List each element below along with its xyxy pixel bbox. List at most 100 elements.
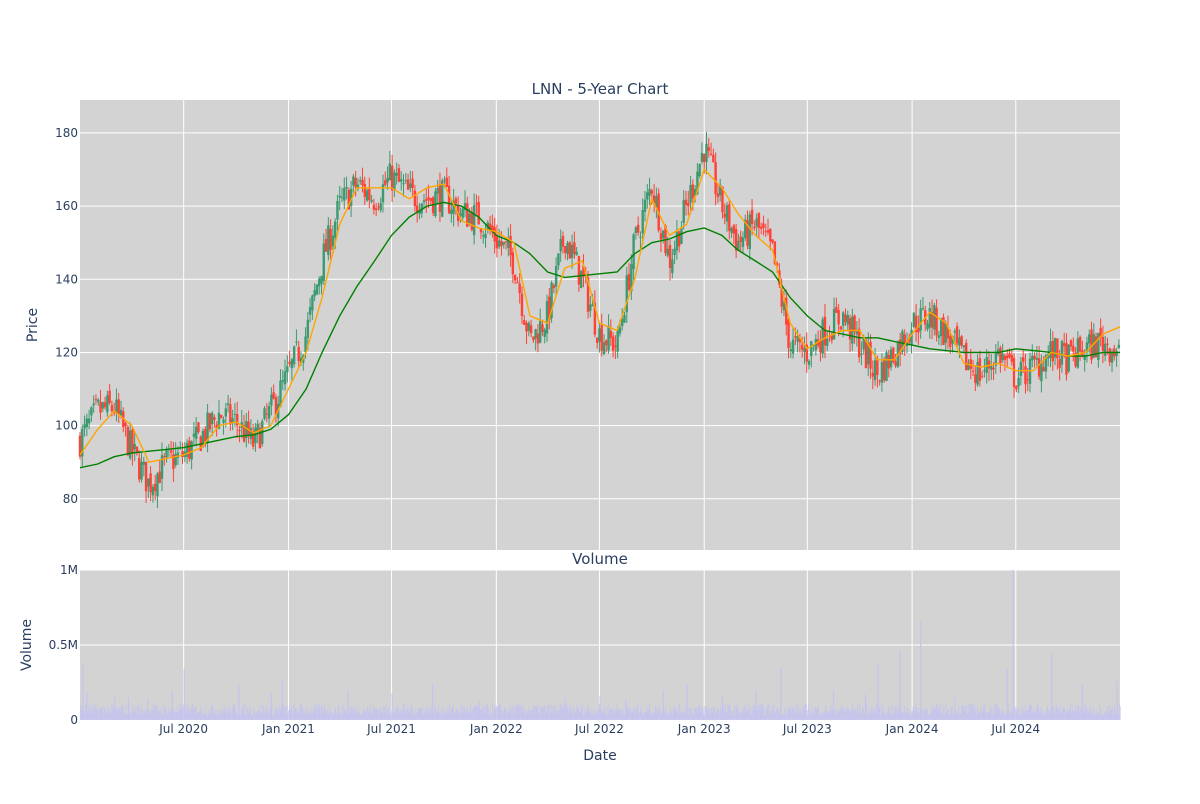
volume-bar-319 bbox=[343, 713, 345, 720]
volume-bar-1139 bbox=[1020, 713, 1022, 720]
volume-bar-917 bbox=[837, 714, 839, 720]
volume-bar-257 bbox=[292, 714, 294, 720]
candle-26 bbox=[138, 450, 141, 483]
volume-bar-474 bbox=[471, 705, 473, 720]
volume-bar-605 bbox=[579, 704, 581, 720]
volume-bar-1071 bbox=[964, 705, 966, 720]
volume-bar-911 bbox=[832, 709, 834, 720]
candle-body-443 bbox=[1088, 334, 1091, 344]
candle-243 bbox=[632, 232, 635, 281]
volume-bar-1221 bbox=[1088, 713, 1090, 720]
candle-body-355 bbox=[887, 355, 890, 369]
volume-bar-333 bbox=[355, 713, 356, 720]
candle-body-66 bbox=[229, 404, 232, 425]
volume-bar-1244 bbox=[1107, 713, 1109, 720]
candle-117 bbox=[345, 176, 348, 200]
volume-bar-727 bbox=[680, 711, 682, 720]
volume-bar-154 bbox=[207, 715, 208, 720]
candle-body-32 bbox=[151, 486, 155, 496]
volume-bar-718 bbox=[672, 706, 674, 720]
volume-bar-300 bbox=[327, 712, 329, 720]
volume-bar-580 bbox=[558, 710, 560, 720]
volume-bar-930 bbox=[848, 708, 849, 720]
volume-bar-168 bbox=[218, 715, 220, 720]
volume-bar-827 bbox=[762, 706, 764, 720]
candle-186 bbox=[502, 241, 505, 249]
candle-body-111 bbox=[331, 235, 335, 246]
volume-bar-467 bbox=[465, 712, 467, 720]
candle-428 bbox=[1053, 337, 1057, 366]
volume-bar-529 bbox=[516, 704, 518, 720]
volume-bar-710 bbox=[666, 715, 668, 720]
volume-bar-964 bbox=[876, 704, 877, 720]
candle-body-239 bbox=[623, 314, 626, 323]
volume-bar-1039 bbox=[938, 710, 939, 720]
candle-255 bbox=[659, 227, 663, 253]
candle-277 bbox=[709, 142, 713, 156]
volume-bar-1067 bbox=[961, 705, 962, 720]
volume-bar-585 bbox=[563, 708, 564, 720]
volume-bar-507 bbox=[498, 704, 500, 720]
volume-bar-390 bbox=[402, 709, 403, 720]
volume-bar-198 bbox=[243, 703, 245, 720]
volume-bar-1143 bbox=[1023, 712, 1025, 720]
volume-bar-1126 bbox=[1009, 714, 1011, 720]
volume-bar-179 bbox=[227, 706, 229, 720]
volume-bar-151 bbox=[204, 713, 206, 720]
candle-body-8 bbox=[97, 399, 100, 403]
candle-body-22 bbox=[128, 430, 132, 459]
volume-bar-994 bbox=[900, 709, 902, 720]
candle-351 bbox=[878, 379, 881, 386]
candle-body-140 bbox=[397, 168, 401, 182]
volume-bar-150 bbox=[203, 713, 205, 720]
volume-bar-938 bbox=[854, 709, 856, 720]
candle-body-393 bbox=[974, 374, 977, 384]
candle-82 bbox=[265, 403, 269, 423]
candle-body-260 bbox=[671, 259, 674, 274]
volume-bar-547 bbox=[531, 710, 533, 720]
candle-body-412 bbox=[1017, 377, 1020, 387]
volume-bar-679 bbox=[640, 703, 642, 720]
volume-bar-276 bbox=[307, 714, 309, 720]
candle-132 bbox=[379, 197, 382, 213]
candle-427 bbox=[1051, 331, 1054, 371]
volume-bar-435 bbox=[439, 713, 441, 720]
volume-bar-982 bbox=[890, 705, 892, 720]
volume-bar-120 bbox=[179, 708, 180, 720]
volume-bar-1258 bbox=[1118, 704, 1120, 720]
volume-bar-145 bbox=[199, 710, 201, 720]
candle-291 bbox=[741, 231, 745, 253]
volume-bar-162 bbox=[213, 712, 215, 720]
candle-302 bbox=[766, 218, 770, 236]
volume-bar-771 bbox=[716, 709, 718, 720]
candle-240 bbox=[625, 266, 628, 324]
candle-body-385 bbox=[955, 326, 959, 344]
volume-bar-498 bbox=[491, 713, 493, 720]
candle-196 bbox=[525, 320, 528, 344]
candle-body-308 bbox=[780, 286, 783, 307]
volume-bar-1220 bbox=[1087, 709, 1089, 720]
candle-body-103 bbox=[313, 290, 316, 297]
volume-bar-1006 bbox=[910, 714, 912, 720]
volume-bar-421 bbox=[427, 711, 429, 720]
candle-body-453 bbox=[1110, 351, 1114, 363]
volume-bar-1031 bbox=[931, 705, 933, 720]
volume-bar-453 bbox=[454, 712, 455, 720]
volume-bar-1040 bbox=[938, 705, 940, 720]
volume-bar-563 bbox=[544, 707, 546, 720]
volume-bar-517 bbox=[506, 713, 508, 720]
volume-bar-749 bbox=[698, 706, 700, 720]
volume-bar-615 bbox=[587, 705, 589, 720]
candle-157 bbox=[436, 179, 439, 204]
candle-body-270 bbox=[693, 189, 697, 196]
candle-body-384 bbox=[953, 330, 957, 333]
volume-bar-757 bbox=[705, 709, 706, 720]
volume-bar-902 bbox=[824, 704, 826, 720]
candle-body-392 bbox=[971, 370, 975, 372]
candle-448 bbox=[1099, 318, 1102, 347]
volume-bar-575 bbox=[554, 711, 556, 720]
candle-body-323 bbox=[814, 338, 818, 351]
volume-bar-521 bbox=[510, 710, 512, 720]
candle-88 bbox=[279, 369, 282, 408]
candle-278 bbox=[712, 148, 715, 163]
